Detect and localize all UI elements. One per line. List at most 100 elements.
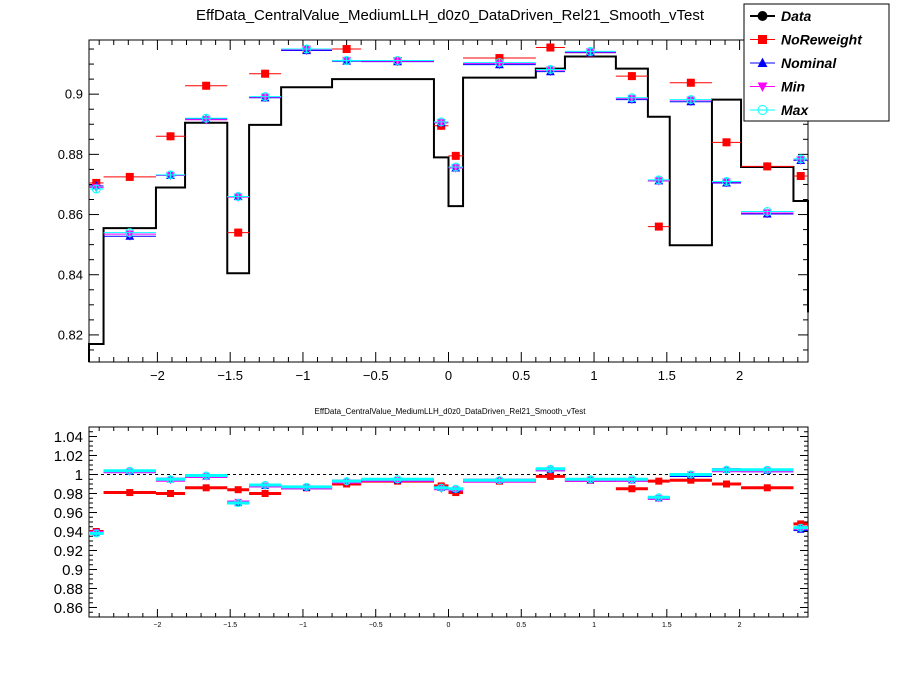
series-max — [89, 464, 808, 538]
ratio-panel: EffData_CentralValue_MediumLLH_d0z0_Data… — [54, 407, 809, 629]
bottom-chart-marks — [89, 464, 808, 538]
max-point — [494, 58, 504, 68]
max-point — [495, 476, 504, 485]
legend-items: Data NoReweight Nominal Min Max — [750, 8, 863, 118]
legend-label: Min — [781, 79, 805, 95]
legend-marker — [757, 82, 768, 92]
max-point — [302, 44, 312, 54]
max-point — [436, 117, 446, 127]
max-point — [234, 499, 243, 507]
max-point — [654, 175, 664, 185]
noreweight-point — [202, 81, 211, 90]
max-point — [722, 465, 731, 474]
max-point — [585, 46, 595, 56]
x-tick-label: 1.5 — [662, 622, 672, 629]
noreweight-point — [687, 476, 695, 484]
x-tick-label: 0.5 — [516, 622, 526, 629]
noreweight-point — [495, 54, 504, 63]
legend-marker — [757, 105, 768, 115]
max-point — [233, 191, 243, 201]
noreweight-point — [654, 222, 663, 231]
noreweight-point — [546, 472, 554, 480]
y-tick-label: 0.86 — [54, 600, 83, 617]
noreweight-point — [451, 151, 460, 160]
noreweight-point — [202, 484, 210, 492]
noreweight-point — [763, 484, 771, 492]
max-point — [451, 484, 460, 493]
series-max — [89, 44, 808, 238]
x-tick-label: 0 — [445, 368, 452, 383]
x-tick-label: 1.5 — [658, 368, 676, 383]
legend-marker — [757, 57, 768, 68]
noreweight-point — [234, 486, 242, 494]
x-tick-label: −1.5 — [217, 368, 243, 383]
x-tick-label: −1.5 — [223, 622, 237, 629]
max-point — [202, 471, 211, 480]
max-point — [686, 470, 695, 479]
y-tick-label: 0.82 — [58, 327, 83, 342]
max-point — [545, 64, 555, 74]
max-point — [166, 475, 175, 484]
y-tick-label: 0.98 — [54, 486, 83, 503]
noreweight-point — [722, 480, 730, 488]
x-tick-label: −0.5 — [369, 622, 383, 629]
noreweight-point — [167, 490, 175, 497]
noreweight-point — [342, 45, 351, 54]
max-point — [627, 475, 636, 484]
y-tick-label: 0.88 — [54, 581, 83, 598]
x-tick-label: −2 — [150, 368, 165, 383]
x-tick-label: −2 — [153, 622, 161, 629]
bottom-chart-title: EffData_CentralValue_MediumLLH_d0z0_Data… — [315, 407, 587, 416]
legend-label: NoReweight — [781, 32, 863, 48]
noreweight-point — [261, 490, 269, 497]
max-point — [437, 483, 446, 492]
top-chart-marks — [88, 43, 809, 362]
noreweight-point — [628, 485, 636, 493]
max-point — [261, 480, 270, 489]
noreweight-point — [655, 477, 663, 485]
noreweight-point — [234, 228, 243, 237]
noreweight-point — [125, 172, 134, 181]
noreweight-point — [763, 162, 772, 171]
series-data — [88, 55, 809, 362]
legend-item-data: Data — [750, 8, 812, 24]
y-tick-label: 0.9 — [65, 87, 83, 102]
max-point — [92, 529, 101, 538]
y-tick-label: 0.84 — [58, 267, 83, 282]
legend-marker — [758, 35, 767, 44]
x-tick-label: 0.5 — [512, 368, 530, 383]
noreweight-point — [546, 43, 555, 52]
y-tick-label: 0.92 — [54, 543, 83, 560]
max-point — [125, 228, 135, 238]
x-tick-label: 2 — [738, 622, 742, 629]
max-point — [546, 464, 555, 473]
y-tick-label: 1.02 — [54, 448, 83, 465]
max-point — [166, 170, 176, 180]
max-point — [201, 113, 211, 123]
max-point — [393, 475, 402, 484]
noreweight-point — [796, 172, 805, 181]
noreweight-point — [166, 132, 175, 141]
noreweight-point — [722, 138, 731, 147]
max-point — [762, 207, 772, 217]
max-point — [654, 493, 663, 502]
data-step-line — [88, 55, 809, 362]
legend-marker — [757, 11, 768, 21]
max-point — [125, 466, 134, 475]
x-tick-label: −1 — [299, 622, 307, 629]
x-tick-label: −1 — [296, 368, 311, 383]
max-point — [451, 162, 461, 172]
y-tick-label: 1.04 — [54, 429, 83, 446]
x-tick-label: −0.5 — [363, 368, 389, 383]
legend-item-noreweight: NoReweight — [750, 32, 863, 48]
bottom-axes-ticks: −2 −1.5 −1 −0.5 0 0.5 1 1.5 2 0.86 0.88 0.9 0.92 0.94… — [54, 426, 808, 629]
max-point — [260, 92, 270, 102]
legend-item-min: Min — [750, 79, 805, 95]
x-tick-label: 2 — [736, 368, 743, 383]
legend-item-nominal: Nominal — [750, 55, 837, 71]
x-tick-label: 0 — [447, 622, 451, 629]
y-tick-label: 0.94 — [54, 524, 83, 541]
y-tick-label: 1 — [75, 467, 83, 484]
noreweight-point — [686, 78, 695, 87]
